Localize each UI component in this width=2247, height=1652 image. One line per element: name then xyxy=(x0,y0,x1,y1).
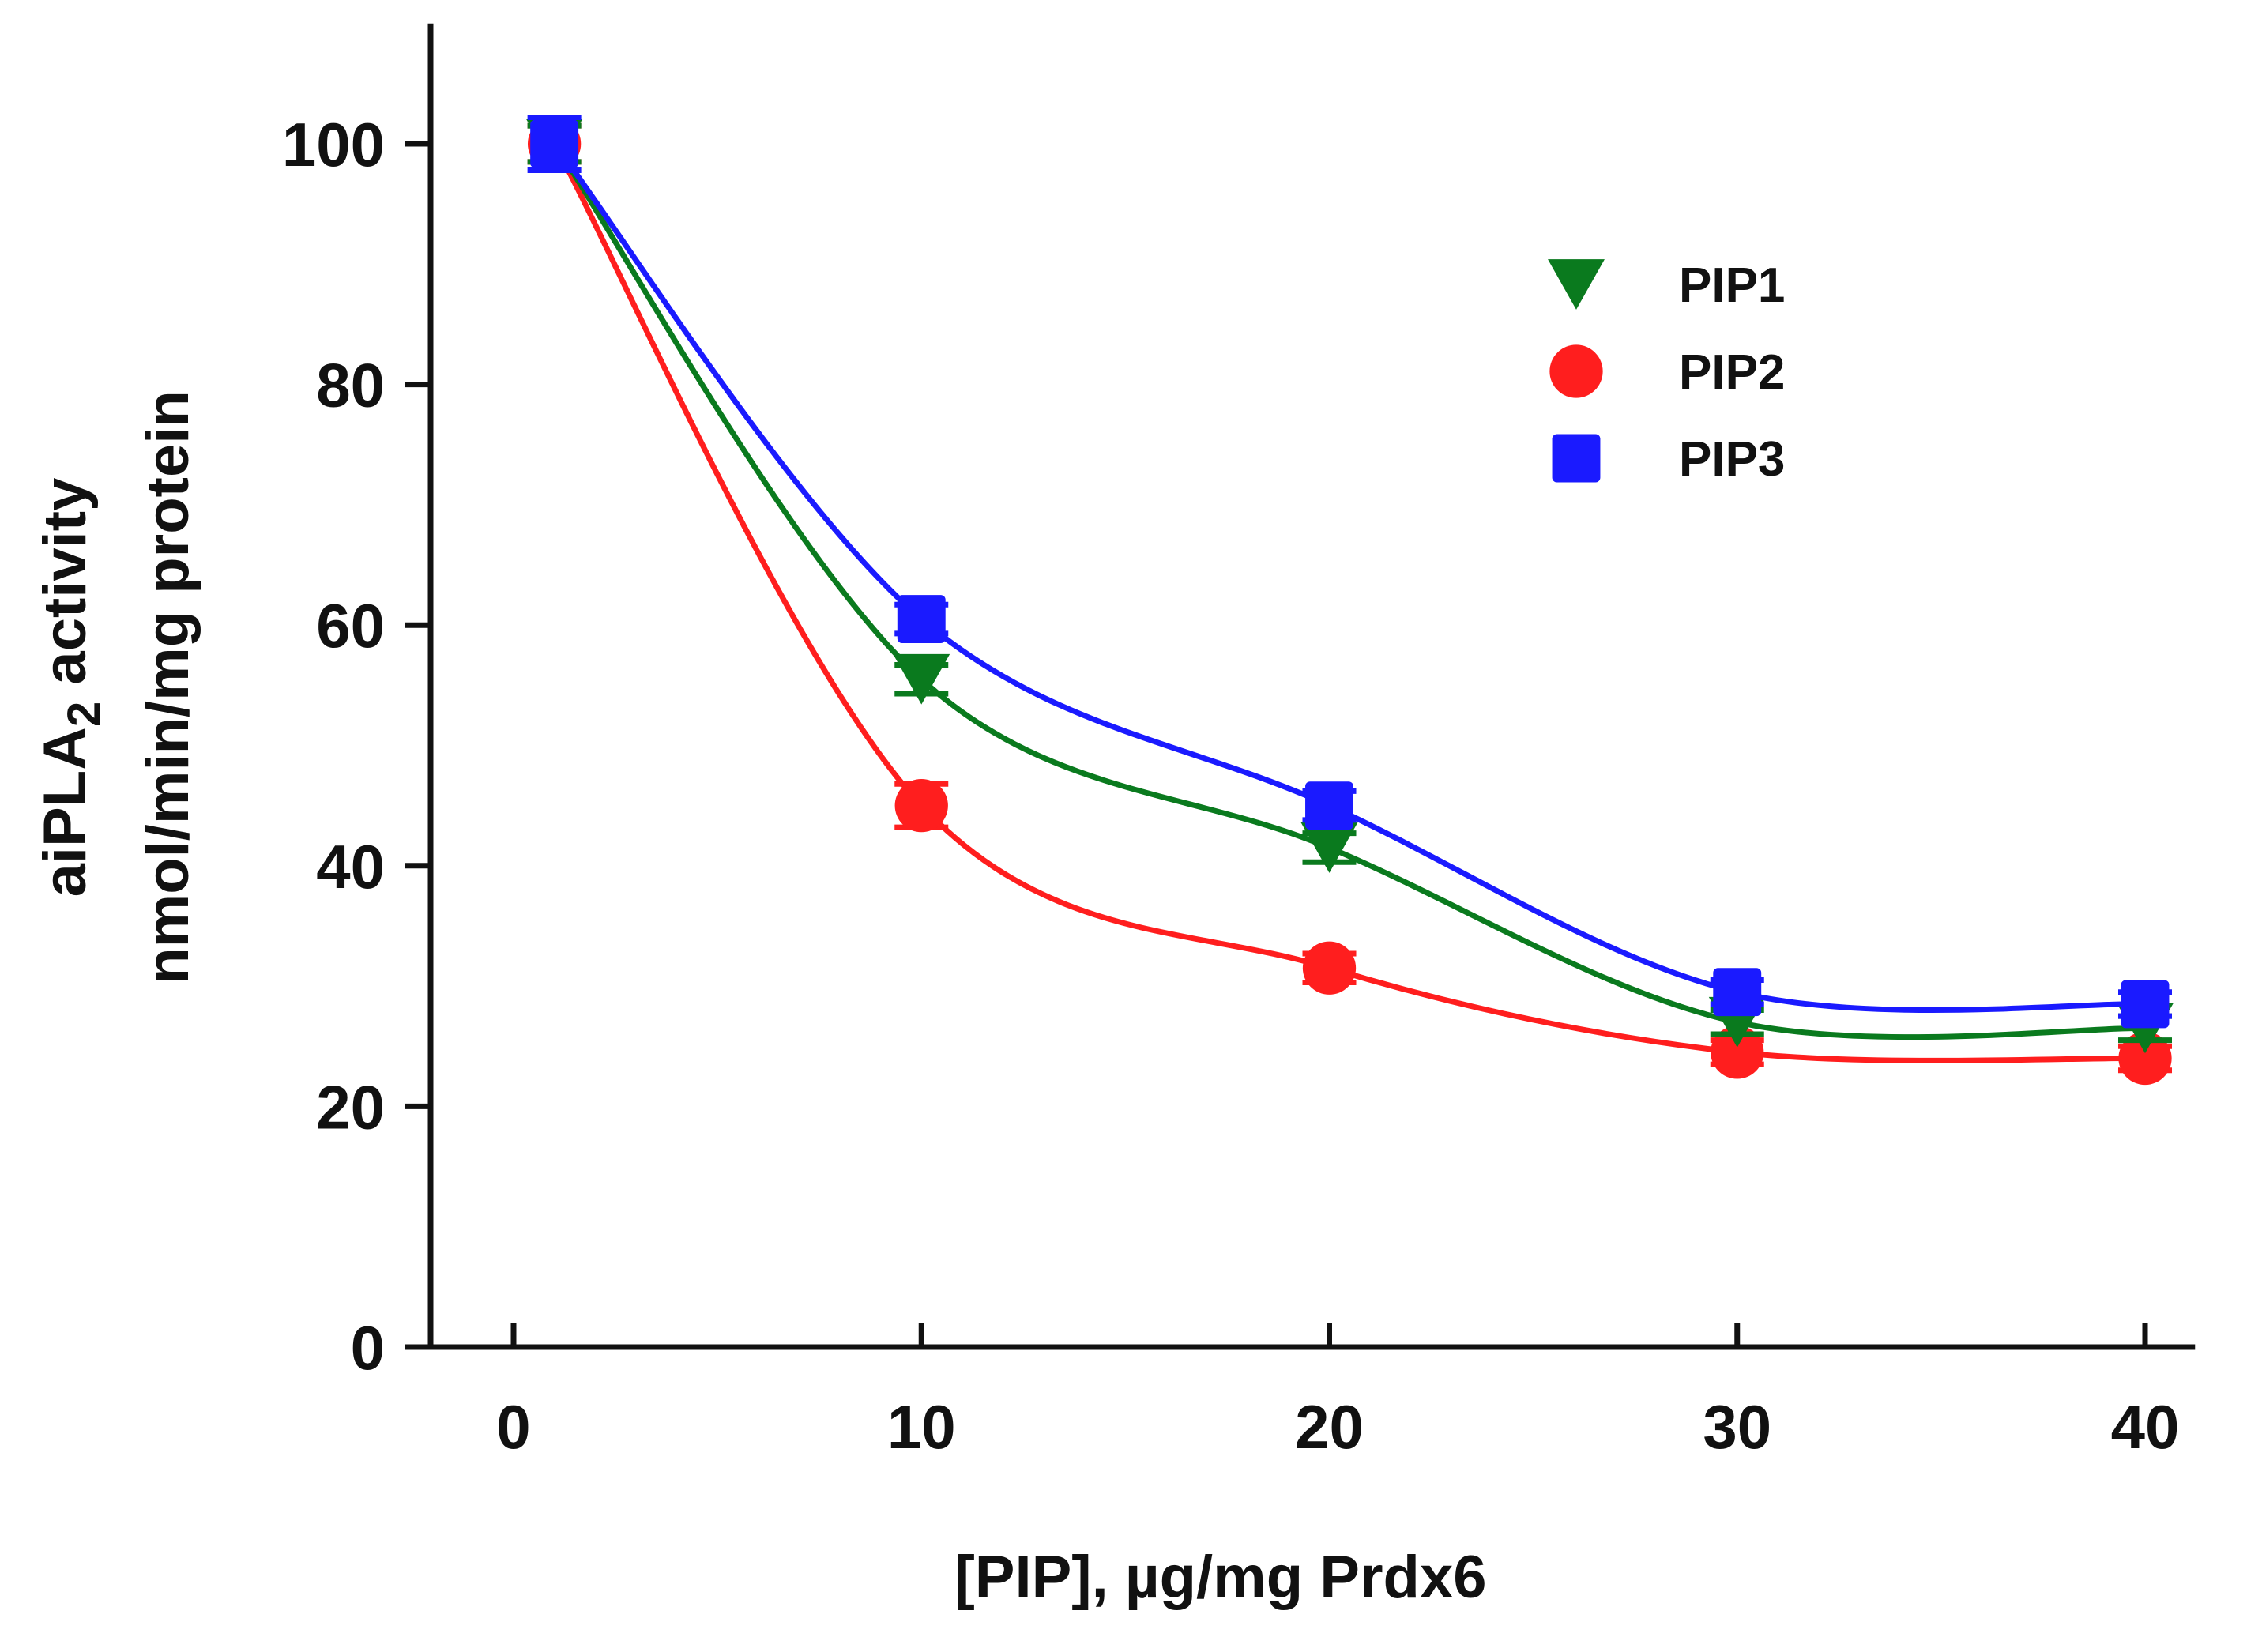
x-tick-label: 20 xyxy=(1295,1392,1364,1462)
y-tick-label: 100 xyxy=(282,110,385,179)
y-tick-label: 40 xyxy=(316,832,385,901)
x-axis-title: [PIP], µg/mg Prdx6 xyxy=(954,1544,1486,1611)
y-tick-label: 60 xyxy=(316,591,385,660)
data-point-pip3 xyxy=(897,595,946,644)
data-point-pip2 xyxy=(1711,1025,1764,1079)
data-point-pip2 xyxy=(1302,941,1357,995)
y-axis-title-line1: aiPLA2 activity xyxy=(32,478,110,897)
legend: PIP1 PIP2 PIP3 xyxy=(1548,258,1785,487)
y-axis-title-prefix: aiPLA xyxy=(32,727,99,897)
y-axis-title-suffix: activity xyxy=(32,478,99,702)
legend-label-pip3: PIP3 xyxy=(1679,432,1785,487)
legend-marker-pip3 xyxy=(1552,434,1601,483)
data-point-pip2 xyxy=(894,779,948,833)
data-point-pip3 xyxy=(1305,781,1353,830)
y-tick-label: 20 xyxy=(316,1072,385,1142)
x-tick-label: 40 xyxy=(2111,1392,2180,1462)
y-axis-title-subscript: 2 xyxy=(58,702,110,727)
data-point-pip3 xyxy=(2121,980,2170,1029)
series-line-pip1 xyxy=(551,142,2146,1040)
data-point-pip3 xyxy=(1713,968,1762,1017)
x-tick-label: 10 xyxy=(887,1392,956,1462)
plot-series xyxy=(525,114,2174,1086)
legend-item-pip2: PIP2 xyxy=(1549,344,1785,400)
y-axis-title: aiPLA2 activity nmol/min/mg protein xyxy=(32,390,201,984)
y-tick-label: 0 xyxy=(351,1313,385,1383)
series-pip2 xyxy=(527,117,2172,1086)
series-line-pip2 xyxy=(551,142,2146,1063)
y-tick-label: 80 xyxy=(316,351,385,420)
data-point-pip1 xyxy=(893,653,950,705)
legend-item-pip1: PIP1 xyxy=(1548,258,1785,313)
y-ticks: 0 20 40 60 80 100 xyxy=(282,110,431,1383)
data-point-pip3 xyxy=(530,119,579,168)
x-tick-label: 0 xyxy=(496,1392,530,1462)
series-line-pip3 xyxy=(551,141,2146,1013)
x-tick-label: 30 xyxy=(1703,1392,1771,1462)
legend-label-pip1: PIP1 xyxy=(1679,258,1785,313)
series-pip3 xyxy=(527,114,2172,1029)
data-point-pip2 xyxy=(2118,1031,2172,1086)
legend-marker-pip2 xyxy=(1549,344,1603,398)
legend-item-pip3: PIP3 xyxy=(1552,432,1785,487)
x-ticks: 0 10 20 30 40 xyxy=(496,1323,2179,1462)
data-point-pip1 xyxy=(1300,822,1358,873)
y-axis-title-line2: nmol/min/mg protein xyxy=(134,390,201,984)
legend-marker-pip1 xyxy=(1548,259,1605,310)
legend-label-pip2: PIP2 xyxy=(1679,345,1785,400)
axes: 0 20 40 60 80 100 0 10 20 30 40 xyxy=(282,23,2196,1462)
